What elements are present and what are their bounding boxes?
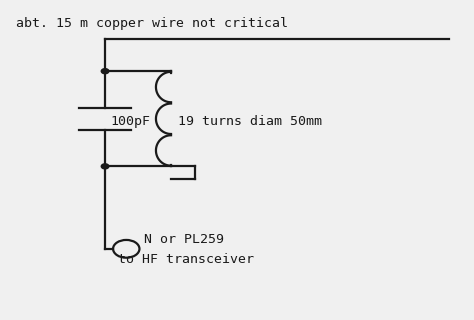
Text: 100pF: 100pF xyxy=(111,116,151,128)
Text: to HF transceiver: to HF transceiver xyxy=(118,253,254,266)
Circle shape xyxy=(101,164,109,169)
Text: N or PL259: N or PL259 xyxy=(144,233,224,246)
Circle shape xyxy=(101,69,109,74)
Text: 19 turns diam 50mm: 19 turns diam 50mm xyxy=(178,116,322,128)
Text: abt. 15 m copper wire not critical: abt. 15 m copper wire not critical xyxy=(16,17,288,30)
